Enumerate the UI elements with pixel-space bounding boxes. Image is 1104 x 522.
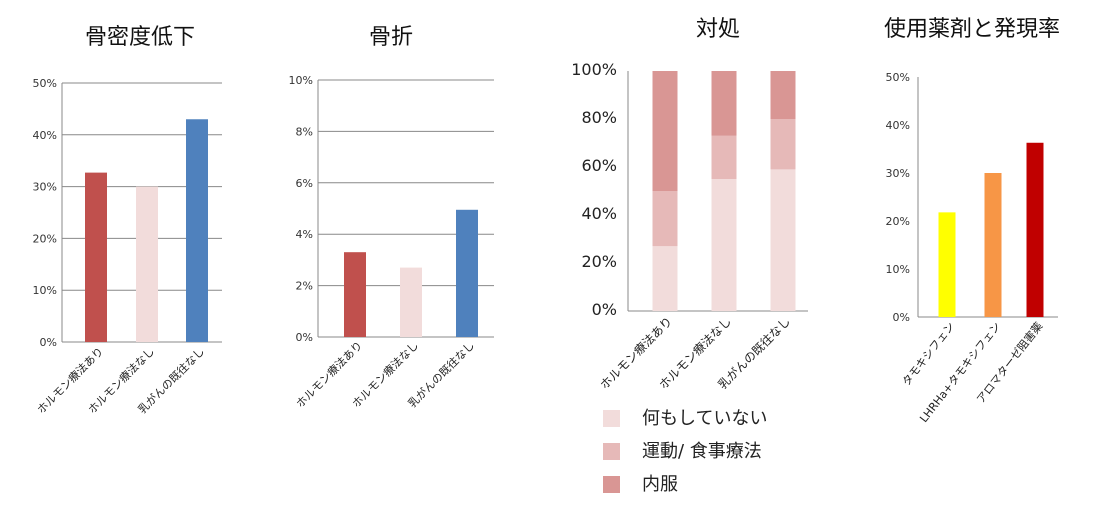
y-tick-label: 0% [40,336,57,349]
y-tick-label: 80% [581,108,617,127]
chart-4: 使用薬剤と発現率0%10%20%30%40%50%タモキシフェンLHRHa+タモ… [884,17,1060,425]
chart-1: 骨密度低下0%10%20%30%40%50%ホルモン療法ありホルモン療法なし乳が… [33,25,222,416]
y-tick-label: 40% [33,129,57,142]
bar [984,173,1002,317]
y-tick-label: 8% [296,125,313,138]
y-tick-label: 20% [33,232,57,245]
y-tick-label: 40% [886,119,910,132]
y-tick-label: 10% [289,74,313,87]
bar [85,172,107,342]
chart-title: 対処 [696,17,740,42]
bar-segment [770,169,796,311]
y-tick-label: 2% [296,280,313,293]
bar-segment [770,71,796,119]
y-tick-label: 20% [581,252,617,271]
bar [344,252,366,337]
bar-segment [652,191,678,247]
y-tick-label: 100% [571,60,617,79]
chart-title: 骨密度低下 [85,25,195,50]
bar [938,212,956,317]
bar [136,186,158,342]
y-tick-label: 0% [893,311,910,324]
chart-title: 使用薬剤と発現率 [884,17,1060,42]
legend-label: 内服 [642,474,678,495]
bar-segment [711,179,737,311]
bar-segment [711,135,737,179]
y-tick-label: 10% [886,263,910,276]
bar-segment [711,71,737,136]
chart-3: 対処0%20%40%60%80%100%ホルモン療法ありホルモン療法なし乳がんの… [571,17,808,495]
legend-label: 運動/ 食事療法 [642,441,762,462]
bar [456,209,478,337]
bar-segment [770,119,796,170]
y-tick-label: 0% [592,300,617,319]
y-tick-label: 50% [886,71,910,84]
bar [1026,142,1044,317]
bar-segment [652,246,678,311]
bar [186,119,208,342]
y-tick-label: 50% [33,77,57,90]
legend-swatch [603,476,620,493]
bar-segment [652,71,678,191]
bar [400,267,422,337]
y-tick-label: 60% [581,156,617,175]
x-tick-label: LHRHa+タモキシフェン [917,320,1003,425]
y-tick-label: 20% [886,215,910,228]
y-tick-label: 30% [886,167,910,180]
y-tick-label: 4% [296,228,313,241]
y-tick-label: 30% [33,181,57,194]
chart-title: 骨折 [369,25,413,50]
y-tick-label: 0% [296,331,313,344]
y-tick-label: 40% [581,204,617,223]
legend-swatch [603,443,620,460]
y-tick-label: 10% [33,284,57,297]
legend-label: 何もしていない [642,408,767,429]
legend-swatch [603,410,620,427]
y-tick-label: 6% [296,177,313,190]
